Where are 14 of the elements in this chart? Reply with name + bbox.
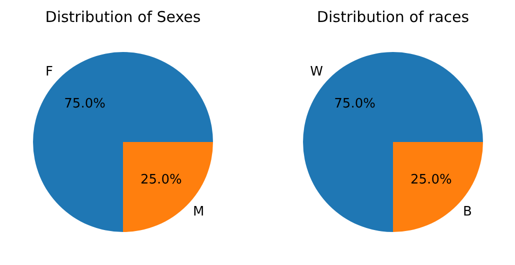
data-label: 25.0% — [140, 172, 182, 188]
data-label: 75.0% — [64, 96, 106, 112]
pie-slice — [33, 52, 213, 232]
pie-slice — [303, 52, 483, 232]
pie-slice — [123, 142, 213, 232]
data-label: 75.0% — [334, 96, 376, 112]
data-label: 25.0% — [410, 172, 452, 188]
slice-label: M — [193, 204, 204, 220]
slice-label: B — [463, 204, 472, 220]
slice-label: W — [310, 64, 324, 80]
chart-title: Distribution of Sexes — [45, 8, 201, 26]
pie-slice — [393, 142, 483, 232]
chart-title: Distribution of races — [316, 8, 470, 26]
slice-label: F — [46, 64, 53, 80]
